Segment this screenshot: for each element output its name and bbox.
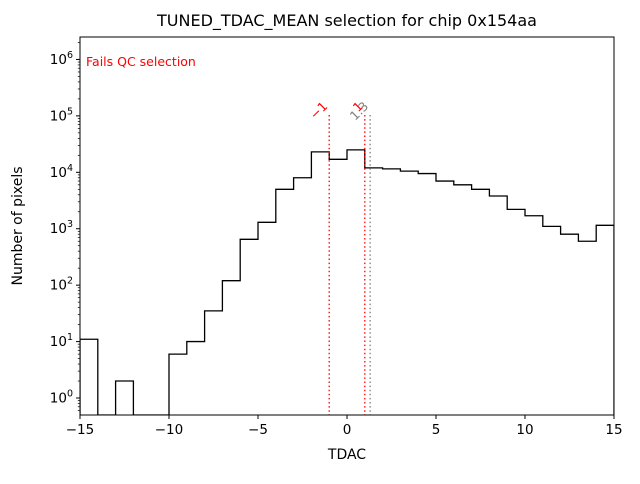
selection-vline-label-0: −1 — [307, 99, 331, 123]
x-tick-label: 0 — [343, 422, 352, 438]
plot-area-border — [79, 36, 615, 416]
x-tick-label: −10 — [155, 422, 184, 438]
y-tick-label: 105 — [50, 106, 73, 124]
x-axis-label: TDAC — [327, 447, 366, 463]
y-axis-label: Number of pixels — [10, 166, 26, 285]
x-tick-label: 5 — [432, 422, 441, 438]
qc-status-annotation: Fails QC selection — [86, 54, 196, 69]
x-tick-label: 10 — [516, 422, 533, 438]
y-tick-label: 106 — [50, 50, 73, 68]
x-tick-label: −5 — [248, 422, 268, 438]
x-tick-label: 15 — [605, 422, 622, 438]
chart-title: TUNED_TDAC_MEAN selection for chip 0x154… — [156, 11, 537, 31]
x-tick-label: −15 — [66, 422, 95, 438]
y-tick-label: 104 — [50, 163, 73, 181]
y-tick-label: 100 — [50, 389, 73, 407]
y-tick-label: 101 — [50, 332, 73, 350]
y-tick-label: 103 — [50, 219, 73, 237]
histogram-step-line — [80, 149, 614, 415]
y-tick-label: 102 — [50, 276, 73, 294]
selection-lines: −1 11.3 — [307, 99, 371, 415]
axis-ticks: −15 −10 −5 0 5 10 15 100 101 102 103 104 105 106 — [50, 42, 623, 438]
histogram-series — [80, 149, 614, 415]
